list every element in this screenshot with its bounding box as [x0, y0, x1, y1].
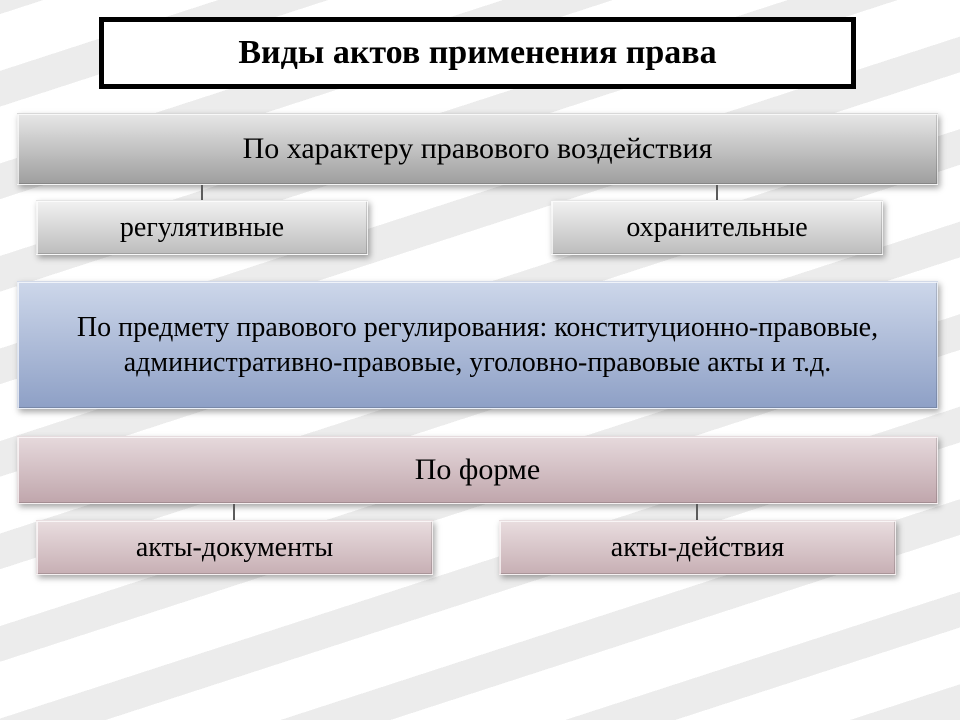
group-header-g2: По предмету правового регулирования: кон…	[17, 281, 938, 409]
group-header-g3: По форме	[17, 436, 938, 504]
group-header-g2-label: По предмету правового регулирования: кон…	[30, 310, 925, 380]
group-header-g3-label: По форме	[415, 451, 540, 489]
diagram-content: Виды актов применения права По характеру …	[0, 0, 960, 720]
connector-g3-0	[233, 504, 235, 520]
child-g1-1: охранительные	[551, 200, 883, 255]
child-g1-0: регулятивные	[36, 200, 368, 255]
connector-g3-1	[696, 504, 698, 520]
group-header-g1: По характеру правового воздействия	[17, 113, 938, 185]
connector-g1-0	[201, 185, 203, 200]
group-header-g1-label: По характеру правового воздействия	[243, 130, 713, 168]
child-g1-0-label: регулятивные	[120, 210, 284, 245]
child-g1-1-label: охранительные	[626, 210, 807, 245]
child-g3-0-label: акты-документы	[136, 530, 333, 565]
connector-g1-1	[716, 185, 718, 200]
diagram-title-label: Виды актов применения права	[238, 32, 716, 75]
child-g3-1-label: акты-действия	[611, 530, 784, 565]
diagram-title: Виды актов применения права	[99, 17, 856, 89]
child-g3-0: акты-документы	[36, 520, 433, 575]
child-g3-1: акты-действия	[499, 520, 896, 575]
